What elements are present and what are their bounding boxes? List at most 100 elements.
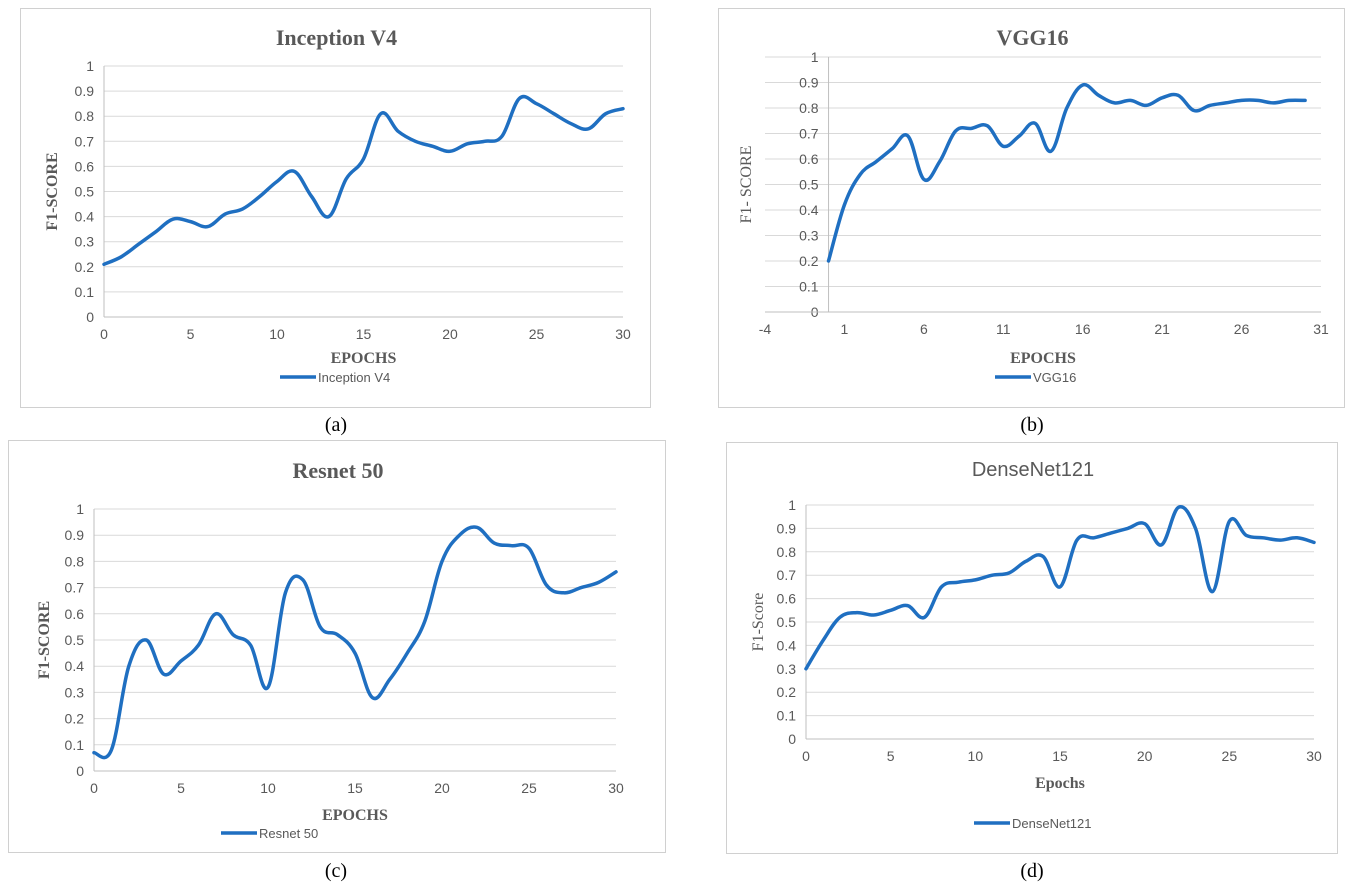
x-tick-label: 20 [442,326,458,342]
y-tick-label: 0.1 [75,284,95,300]
y-tick-label: 0.6 [777,591,797,607]
legend-label: Resnet 50 [259,826,318,841]
y-tick-label: 1 [76,501,84,517]
y-tick-label: 0.8 [799,100,819,116]
x-tick-label: 25 [521,780,537,796]
x-axis-label: EPOCHS [322,807,388,824]
y-tick-label: 0.7 [799,126,819,142]
y-tick-label: 0.2 [777,684,797,700]
x-tick-label: 0 [90,780,98,796]
y-tick-label: 0.8 [65,553,85,569]
y-tick-label: 0.9 [75,83,95,99]
x-tick-label: 10 [269,326,285,342]
series-line [826,82,1307,263]
chart-panel-a: Inception V4 0 0.1 0.2 0.3 0.4 0.5 0.6 0.7 0.8 0.9… [20,8,651,408]
x-axis-label: Epochs [1035,775,1085,792]
y-tick-label: 0.6 [75,158,95,174]
chart-title: DenseNet121 [972,459,1094,481]
caption-d: (d) [1020,860,1044,882]
x-tick-label: 25 [1222,748,1238,764]
x-tick-label: 31 [1313,321,1329,337]
legend-label: DenseNet121 [1012,816,1092,831]
series-line [102,94,625,267]
y-tick-label: 0.9 [777,520,797,536]
x-tick-label: 25 [529,326,545,342]
y-tick-label: 0.4 [65,658,85,674]
x-tick-label: 21 [1154,321,1170,337]
x-tick-label: 16 [1075,321,1091,337]
x-tick-label: 30 [615,326,631,342]
y-tick-label: 0.6 [799,151,819,167]
x-tick-label: 0 [100,326,108,342]
y-tick-label: 0.8 [75,108,95,124]
y-tick-label: 0.5 [75,184,95,200]
y-tick-label: 0.4 [799,202,819,218]
x-axis-label: EPOCHS [331,350,397,367]
x-tick-label: 15 [347,780,363,796]
x-tick-label: 20 [1137,748,1153,764]
y-tick-label: 0 [76,763,84,779]
x-tick-label: 30 [1306,748,1322,764]
x-tick-label: 30 [608,780,624,796]
y-tick-label: 0.2 [75,259,95,275]
caption-c: (c) [324,860,348,882]
y-tick-label: 0.6 [65,606,85,622]
x-tick-label: 6 [920,321,928,337]
x-tick-label: 20 [434,780,450,796]
chart-panel-b: VGG16 0 0.1 0.2 0.3 0.4 0.5 0.6 0.7 0.8 0.9 1 -4 1 6 11… [718,8,1345,408]
y-tick-label: 0.3 [75,234,95,250]
y-tick-label: 0.7 [75,133,95,149]
y-tick-label: 0 [86,309,94,325]
y-tick-label: 0.4 [75,209,95,225]
y-tick-label: 0.4 [777,637,797,653]
y-axis-label: F1-SCORE [44,152,61,230]
chart-panel-c: Resnet 50 0 0.1 0.2 0.3 0.4 0.5 0.6 0.7 0.8 0.9 1 0 5… [8,440,666,853]
x-tick-label: 5 [187,326,195,342]
chart-title: Resnet 50 [292,458,383,483]
y-axis-label: F1- SCORE [738,146,755,224]
y-tick-label: 0.8 [777,544,797,560]
y-tick-label: 0.9 [799,75,819,91]
y-axis-label: F1-Score [750,593,767,652]
y-tick-label: 0.7 [65,580,85,596]
y-tick-label: 0.5 [777,614,797,630]
caption-b: (b) [1020,414,1044,436]
series-line [92,525,618,760]
y-tick-label: 0.1 [799,279,819,295]
y-tick-label: 1 [86,58,94,74]
y-tick-label: 1 [811,49,819,65]
x-tick-label: 26 [1234,321,1250,337]
x-axis-label: EPOCHS [1010,350,1076,367]
chart-d: DenseNet121 0 0.1 0.2 0.3 0.4 0.5 0.6 0.7 0.8 0.9 1… [750,459,1322,831]
legend-label: VGG16 [1033,370,1076,385]
y-tick-label: 0.3 [799,228,819,244]
y-tick-label: 0.5 [65,632,85,648]
x-tick-label: 11 [996,321,1011,337]
y-tick-label: 0.5 [799,177,819,193]
chart-a: Inception V4 0 0.1 0.2 0.3 0.4 0.5 0.6 0.7 0.8 0.9… [44,25,631,385]
chart-panel-d: DenseNet121 0 0.1 0.2 0.3 0.4 0.5 0.6 0.7 0.8 0.9 1… [726,442,1338,854]
x-tick-label: 1 [841,321,849,337]
y-tick-label: 0.2 [65,711,85,727]
x-tick-label: -4 [759,321,772,337]
y-tick-label: 0 [788,731,796,747]
y-tick-label: 0.2 [799,253,819,269]
y-tick-label: 0.1 [777,708,797,724]
y-tick-label: 0.3 [65,684,85,700]
y-tick-label: 1 [788,497,796,513]
y-tick-label: 0.1 [65,737,85,753]
y-tick-label: 0.3 [777,661,797,677]
x-tick-label: 10 [968,748,984,764]
x-tick-label: 5 [177,780,185,796]
x-tick-label: 10 [260,780,276,796]
y-tick-label: 0.7 [777,567,797,583]
x-tick-label: 15 [1052,748,1068,764]
caption-a: (a) [324,414,348,436]
series-line [804,505,1316,671]
chart-title: Inception V4 [276,25,397,50]
x-tick-label: 0 [802,748,810,764]
x-tick-label: 5 [887,748,895,764]
legend-label: Inception V4 [318,370,390,385]
